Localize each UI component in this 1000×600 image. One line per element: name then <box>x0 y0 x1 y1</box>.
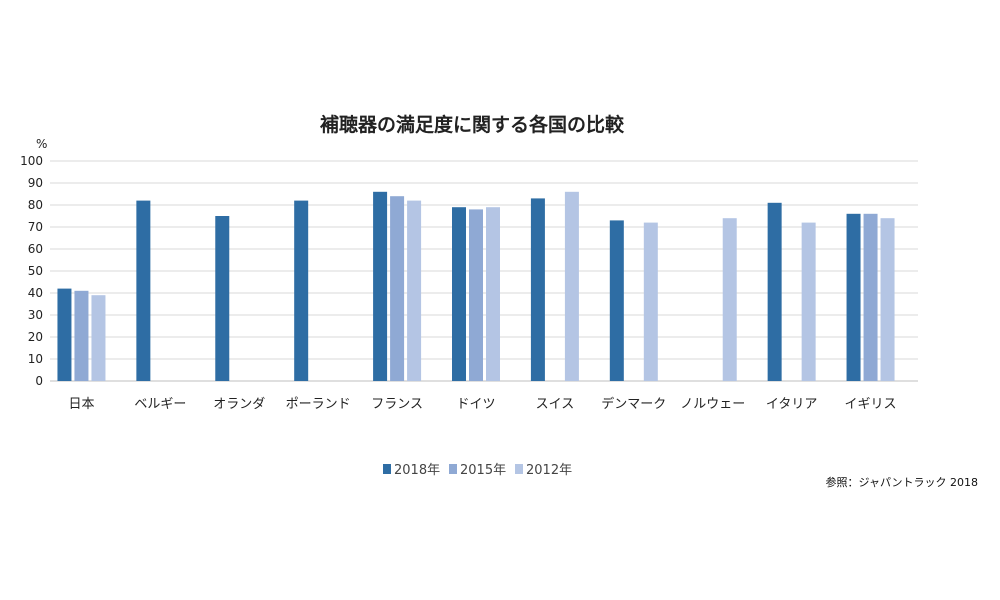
category-label: フランス <box>371 397 423 412</box>
bar <box>469 209 483 381</box>
legend-swatch <box>383 464 391 474</box>
legend-label: 2012年 <box>526 463 572 478</box>
category-label: ポーランド <box>286 397 351 412</box>
gridlines <box>50 160 918 382</box>
category-label: ベルギー <box>134 397 186 412</box>
legend-label: 2018年 <box>394 463 440 478</box>
legend: 2018年 2015年 2012年 <box>383 463 572 478</box>
bar <box>801 222 816 381</box>
category-label: ドイツ <box>456 397 495 412</box>
bar <box>390 196 405 381</box>
y-tick-label: 60 <box>28 242 43 256</box>
category-label: オランダ <box>213 397 265 412</box>
bar <box>74 290 89 381</box>
y-tick-label: 20 <box>28 330 43 344</box>
bar <box>564 191 579 381</box>
category-label: イタリア <box>766 397 817 412</box>
legend-swatch <box>449 464 457 474</box>
category-label: デンマーク <box>601 396 666 412</box>
category-label: スイス <box>536 397 575 412</box>
bar <box>91 295 106 381</box>
bar <box>136 200 151 381</box>
y-tick-label: 50 <box>28 264 43 278</box>
category-label: イギリス <box>845 397 897 412</box>
bar <box>486 207 500 381</box>
y-tick-label: 10 <box>28 352 43 366</box>
bar <box>880 218 895 381</box>
y-axis-unit: % <box>36 137 47 151</box>
bar <box>530 198 545 381</box>
bar <box>373 191 388 381</box>
bar <box>407 200 422 381</box>
category-labels: 日本 ベルギー オランダ ポーランド フランス ドイツ スイス デンマーク ノルウェー イタリア イ… <box>68 396 896 412</box>
bar <box>863 213 878 381</box>
legend-swatch <box>515 464 523 474</box>
source-note: 参照：ジャパントラック 2018 <box>826 475 979 489</box>
y-tick-label: 30 <box>28 308 43 322</box>
y-tick-label: 100 <box>20 154 43 168</box>
bar <box>215 216 230 381</box>
legend-label: 2015年 <box>460 463 506 478</box>
chart-title: 補聴器の満足度に関する各国の比較 <box>319 113 625 136</box>
y-tick-label: 70 <box>28 220 43 234</box>
bar <box>643 222 658 381</box>
bars <box>57 191 895 381</box>
category-label: 日本 <box>68 397 94 412</box>
bar <box>846 213 861 381</box>
bar <box>722 218 737 381</box>
y-tick-label: 90 <box>28 176 43 190</box>
y-tick-label: 40 <box>28 286 43 300</box>
y-tick-labels: 0 10 20 30 40 50 60 70 80 90 100 <box>20 154 43 388</box>
y-tick-label: 80 <box>28 198 43 212</box>
bar <box>294 200 309 381</box>
bar <box>609 220 624 381</box>
bar <box>57 288 72 381</box>
category-label: ノルウェー <box>680 397 745 412</box>
bar <box>767 202 782 381</box>
bar <box>452 207 466 381</box>
y-tick-label: 0 <box>35 374 43 388</box>
